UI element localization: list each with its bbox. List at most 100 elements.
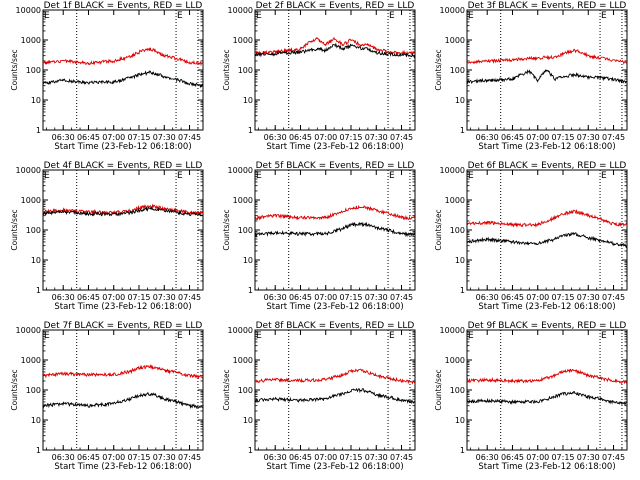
x-tick-label: 07:15 (551, 453, 574, 462)
chart-panel-3: Det 3f BLACK = Events, RED = LLD 1 10 100 10… (434, 1, 628, 152)
x-tick-label: 07:00 (526, 133, 549, 142)
marker-e-left: E (468, 171, 474, 181)
chart-title: Det 7f BLACK = Events, RED = LLD (44, 321, 203, 331)
y-tick-label: 1 (460, 286, 465, 295)
series-line-events (254, 42, 416, 59)
x-tick-label: 07:00 (314, 453, 337, 462)
x-tick-label: 07:00 (526, 453, 549, 462)
x-tick-label: 07:15 (551, 133, 574, 142)
x-tick-label: 07:45 (178, 133, 201, 142)
y-tick-label: 10000 (228, 326, 253, 335)
y-tick-label: 100 (238, 66, 253, 75)
y-tick-label: 1 (248, 286, 253, 295)
chart-title: Det 2f BLACK = Events, RED = LLD (256, 1, 415, 11)
chart-title: Det 6f BLACK = Events, RED = LLD (468, 161, 627, 171)
y-tick-label: 10 (243, 256, 253, 265)
y-tick-label: 10000 (228, 6, 253, 15)
x-tick-label: 07:30 (365, 293, 388, 302)
series-line-lld (254, 36, 416, 56)
y-tick-label: 10000 (228, 166, 253, 175)
marker-e-left: E (44, 11, 50, 21)
series-line-events (42, 391, 204, 410)
x-tick-label: 06:45 (77, 293, 100, 302)
x-tick-label: 07:30 (577, 293, 600, 302)
chart-title: Det 8f BLACK = Events, RED = LLD (256, 321, 415, 331)
plot-frame (466, 329, 628, 451)
y-axis-label: Counts/sec (10, 209, 19, 250)
x-axis-label: Start Time (23-Feb-12 06:18:00) (478, 142, 615, 152)
x-tick-label: 06:30 (264, 453, 287, 462)
series-line-events (466, 231, 628, 249)
y-axis-label: Counts/sec (222, 369, 231, 410)
y-tick-label: 100 (26, 386, 41, 395)
y-tick-label: 1000 (21, 356, 41, 365)
y-tick-label: 1 (36, 126, 41, 135)
y-tick-label: 1 (248, 446, 253, 455)
x-tick-label: 07:45 (390, 293, 413, 302)
chart-panel-9: Det 9f BLACK = Events, RED = LLD 1 10 100 10… (434, 321, 628, 472)
x-axis-label: Start Time (23-Feb-12 06:18:00) (54, 142, 191, 152)
y-tick-label: 100 (26, 226, 41, 235)
y-tick-label: 10 (455, 256, 465, 265)
x-tick-label: 07:00 (102, 133, 125, 142)
chart-title: Det 4f BLACK = Events, RED = LLD (44, 161, 203, 171)
chart-title: Det 5f BLACK = Events, RED = LLD (256, 161, 415, 171)
y-tick-label: 10000 (16, 6, 41, 15)
marker-e-right: E (177, 11, 183, 21)
marker-e-right: E (389, 171, 395, 181)
marker-e-right: E (389, 11, 395, 21)
x-tick-label: 07:00 (102, 453, 125, 462)
x-tick-label: 06:45 (501, 293, 524, 302)
x-tick-label: 06:30 (264, 133, 287, 142)
x-tick-label: 07:00 (102, 293, 125, 302)
plot-frame (42, 329, 204, 451)
chart-panel-1: Det 1f BLACK = Events, RED = LLD 1 10 100 10… (10, 1, 204, 152)
y-tick-label: 1000 (21, 36, 41, 45)
plot-frame (254, 329, 416, 451)
y-tick-label: 1000 (233, 196, 253, 205)
chart-panel-8: Det 8f BLACK = Events, RED = LLD 1 10 100 10… (222, 321, 416, 472)
y-tick-label: 1 (460, 446, 465, 455)
chart-title: Det 1f BLACK = Events, RED = LLD (44, 1, 203, 11)
chart-title: Det 3f BLACK = Events, RED = LLD (468, 1, 627, 11)
chart-panel-7: Det 7f BLACK = Events, RED = LLD 1 10 100 10… (10, 321, 204, 472)
chart-title: Det 9f BLACK = Events, RED = LLD (468, 321, 627, 331)
y-tick-label: 100 (450, 66, 465, 75)
marker-e-left: E (44, 331, 50, 341)
marker-e-right: E (177, 171, 183, 181)
x-tick-label: 07:45 (178, 453, 201, 462)
x-tick-label: 06:30 (52, 293, 75, 302)
x-tick-label: 06:45 (77, 453, 100, 462)
series-line-lld (466, 48, 628, 65)
x-tick-label: 07:45 (602, 453, 625, 462)
y-tick-label: 100 (450, 226, 465, 235)
y-tick-label: 100 (450, 386, 465, 395)
series-line-events (42, 70, 203, 89)
x-tick-label: 07:30 (365, 133, 388, 142)
x-tick-label: 07:30 (577, 453, 600, 462)
x-tick-label: 06:45 (289, 133, 312, 142)
marker-e-right: E (601, 171, 607, 181)
marker-e-right: E (389, 331, 395, 341)
x-tick-label: 06:30 (476, 453, 499, 462)
y-tick-label: 100 (26, 66, 41, 75)
series-line-events (466, 391, 627, 407)
series-line-lld (466, 209, 628, 228)
marker-e-left: E (256, 331, 262, 341)
y-tick-label: 10000 (440, 326, 465, 335)
x-axis-label: Start Time (23-Feb-12 06:18:00) (266, 302, 403, 312)
x-tick-label: 07:15 (127, 293, 150, 302)
x-tick-label: 06:45 (77, 133, 100, 142)
series-line-lld (254, 204, 416, 221)
y-tick-label: 1000 (233, 36, 253, 45)
y-tick-label: 10 (31, 416, 41, 425)
x-tick-label: 07:30 (153, 293, 176, 302)
x-axis-label: Start Time (23-Feb-12 06:18:00) (54, 302, 191, 312)
x-tick-label: 07:15 (127, 133, 150, 142)
x-axis-label: Start Time (23-Feb-12 06:18:00) (266, 142, 403, 152)
y-tick-label: 1000 (233, 356, 253, 365)
x-tick-label: 06:45 (289, 453, 312, 462)
plot-frame (466, 169, 628, 291)
series-line-lld (42, 47, 203, 67)
series-line-events (254, 221, 415, 238)
